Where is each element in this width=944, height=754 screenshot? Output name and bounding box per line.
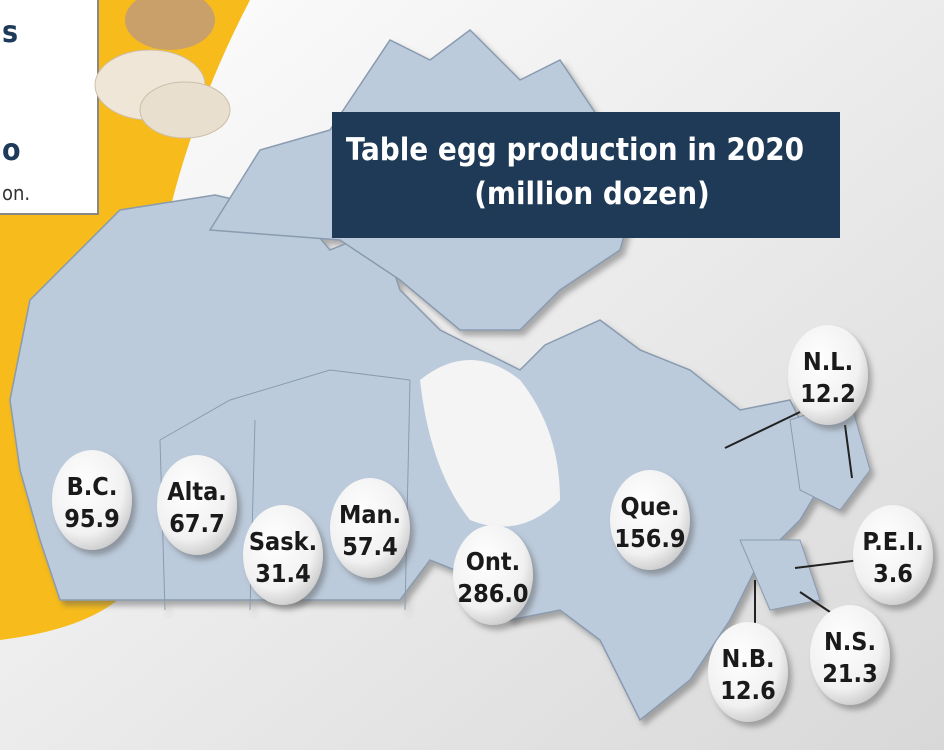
region-value: 57.4 (342, 532, 398, 561)
side-fragment: s (2, 15, 18, 50)
region-label: Man. (339, 500, 401, 529)
side-fragment: on. (2, 181, 30, 205)
region-label: Que. (621, 492, 680, 521)
region-value: 67.7 (169, 509, 225, 538)
region-label: N.B. (721, 644, 774, 673)
title-box (332, 112, 840, 238)
region-label: Sask. (249, 527, 317, 556)
region-value: 21.3 (822, 659, 878, 688)
region-label: P.E.I. (862, 527, 923, 556)
side-fragment: o (2, 133, 21, 168)
region-label: N.S. (824, 627, 876, 656)
page: s o on. Table egg production in 2020 (mi… (0, 0, 944, 750)
region-value: 12.2 (800, 379, 856, 408)
region-label: Alta. (167, 477, 227, 506)
map-infographic: s o on. Table egg production in 2020 (mi… (0, 0, 944, 750)
region-value: 3.6 (873, 559, 913, 588)
region-value: 31.4 (255, 559, 311, 588)
title: Table egg production in 2020 (346, 132, 804, 168)
region-value: 12.6 (720, 676, 776, 705)
region-value: 286.0 (457, 579, 528, 608)
region-value: 156.9 (614, 524, 685, 553)
subtitle: (million dozen) (474, 176, 710, 212)
region-label: N.L. (803, 347, 853, 376)
region-label: B.C. (67, 472, 118, 501)
region-value: 95.9 (64, 504, 120, 533)
region-label: Ont. (466, 547, 520, 576)
